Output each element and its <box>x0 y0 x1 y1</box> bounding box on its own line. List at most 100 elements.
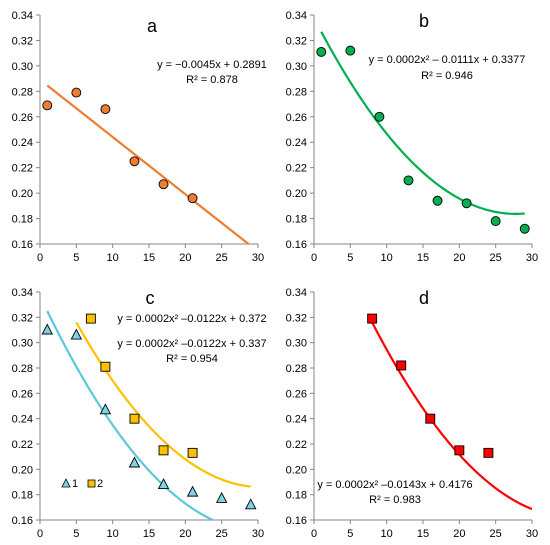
y-tick-label: 0.20 <box>286 464 307 476</box>
x-tick-label: 30 <box>252 252 264 264</box>
panel-c-data-point <box>70 328 83 340</box>
panel-b-axes: 0.16 0.18 0.20 0.22 0.24 0.26 0.28 0.30 0.32 0.34… <box>286 10 539 264</box>
y-tick-label: 0.16 <box>12 239 33 251</box>
legend-triangle-marker <box>61 478 71 488</box>
panel-c-data-point <box>129 413 140 424</box>
y-tick-label: 0.28 <box>12 363 33 375</box>
panel-c-label: c <box>146 288 155 308</box>
x-tick-label: 30 <box>526 528 538 540</box>
y-tick-label: 0.28 <box>286 86 307 98</box>
panel-c-fit-line-1 <box>46 310 216 520</box>
panel-c-equation-1: y = 0.0002x² –0.0122x + 0.337 <box>117 338 266 350</box>
panel-a-data-point <box>129 156 140 167</box>
y-tick-label: 0.24 <box>12 137 33 149</box>
x-tick-label: 20 <box>179 528 191 540</box>
panel-d-data-point <box>425 413 436 424</box>
panel-d-label: d <box>419 288 429 308</box>
panel-b-fit-line-1 <box>320 31 525 215</box>
x-tick-label: 15 <box>417 252 429 264</box>
y-tick-label: 0.16 <box>286 515 307 527</box>
y-tick-label: 0.22 <box>12 439 33 451</box>
panel-c-equation-2: y = 0.0002x² –0.0122x + 0.372 <box>117 313 266 325</box>
x-tick-label: 0 <box>311 528 317 540</box>
panel-b-data-point <box>374 111 385 122</box>
y-tick-label: 0.22 <box>12 163 33 175</box>
panel-b-data-point <box>432 195 443 206</box>
legend-square-marker <box>87 479 96 488</box>
panel-c-axes: 0.16 0.18 0.20 0.22 0.24 0.26 0.28 0.30 0.32 0.34… <box>12 287 265 540</box>
panel-a-data-point <box>42 100 53 111</box>
panel-b-data-point <box>490 216 501 227</box>
x-tick-label: 25 <box>216 252 228 264</box>
y-tick-label: 0.18 <box>12 490 33 502</box>
panel-d-axes: 0.16 0.18 0.20 0.22 0.24 0.26 0.28 0.30 0.32 0.34… <box>286 287 539 540</box>
panel-b-r2: R² = 0.946 <box>421 70 473 82</box>
panel-b-data-point <box>316 46 327 57</box>
x-tick-label: 15 <box>143 528 155 540</box>
legend-series-2-label: 2 <box>97 478 103 490</box>
y-tick-label: 0.30 <box>286 61 307 73</box>
panel-a-label: a <box>147 16 158 36</box>
y-tick-label: 0.24 <box>286 414 307 426</box>
y-tick-label: 0.32 <box>12 35 33 47</box>
x-tick-label: 5 <box>73 528 79 540</box>
panel-c: 0.16 0.18 0.20 0.22 0.24 0.26 0.28 0.30 0.32 0.34… <box>12 287 267 540</box>
panel-c-data-point <box>186 485 199 497</box>
x-tick-label: 15 <box>143 252 155 264</box>
x-tick-label: 10 <box>381 252 393 264</box>
y-tick-label: 0.18 <box>12 214 33 226</box>
y-tick-label: 0.34 <box>286 10 307 22</box>
y-tick-label: 0.20 <box>12 188 33 200</box>
panel-a-data-point <box>158 179 169 190</box>
legend-series-1-label: 1 <box>72 478 78 490</box>
x-tick-label: 10 <box>381 528 393 540</box>
y-tick-label: 0.20 <box>286 188 307 200</box>
panel-d-data-point <box>367 313 378 324</box>
y-tick-label: 0.28 <box>286 363 307 375</box>
x-tick-label: 20 <box>453 528 465 540</box>
y-tick-label: 0.32 <box>12 312 33 324</box>
panel-c-data-point <box>100 361 111 372</box>
x-tick-label: 20 <box>179 252 191 264</box>
panel-a-equation: y = −0.0045x + 0.2891 <box>157 59 267 71</box>
y-tick-label: 0.22 <box>286 439 307 451</box>
panel-a-axes: 0.16 0.18 0.20 0.22 0.24 0.26 0.28 0.30 0.32 0.34… <box>12 10 265 264</box>
y-tick-label: 0.22 <box>286 163 307 175</box>
y-tick-label: 0.32 <box>286 35 307 47</box>
y-tick-label: 0.34 <box>286 287 307 299</box>
x-tick-label: 25 <box>490 252 502 264</box>
panel-a-fit-line-1 <box>46 84 251 244</box>
panel-d-equation: y = 0.0002x² –0.0143x + 0.4176 <box>317 479 472 491</box>
y-tick-label: 0.30 <box>286 338 307 350</box>
panel-c-data-point <box>99 403 112 415</box>
panel-c-data-point <box>215 492 228 503</box>
y-tick-label: 0.26 <box>286 388 307 400</box>
y-tick-label: 0.24 <box>12 414 33 426</box>
y-tick-label: 0.26 <box>286 112 307 124</box>
panel-b-data-point <box>519 223 530 234</box>
x-tick-label: 20 <box>453 252 465 264</box>
x-tick-label: 0 <box>37 528 43 540</box>
x-tick-label: 10 <box>107 528 119 540</box>
panel-d-data-point <box>483 447 494 458</box>
panel-d-data-point <box>396 360 407 371</box>
y-tick-label: 0.30 <box>12 338 33 350</box>
panel-b-data-point <box>345 45 356 56</box>
x-tick-label: 0 <box>37 252 43 264</box>
y-tick-label: 0.18 <box>286 490 307 502</box>
y-tick-label: 0.30 <box>12 61 33 73</box>
y-tick-label: 0.16 <box>286 239 307 251</box>
panel-c-data-point <box>244 498 257 510</box>
x-tick-label: 0 <box>311 252 317 264</box>
x-tick-label: 25 <box>490 528 502 540</box>
panel-c-data-point <box>158 445 169 456</box>
panel-c-r2: R² = 0.954 <box>166 353 218 365</box>
y-tick-label: 0.20 <box>12 464 33 476</box>
x-tick-label: 10 <box>107 252 119 264</box>
y-tick-label: 0.32 <box>286 312 307 324</box>
x-tick-label: 5 <box>347 252 353 264</box>
panel-d-data-point <box>454 445 465 456</box>
panel-b-data-point <box>403 175 414 186</box>
panel-c-data-point <box>128 456 141 468</box>
y-tick-label: 0.34 <box>12 287 33 299</box>
